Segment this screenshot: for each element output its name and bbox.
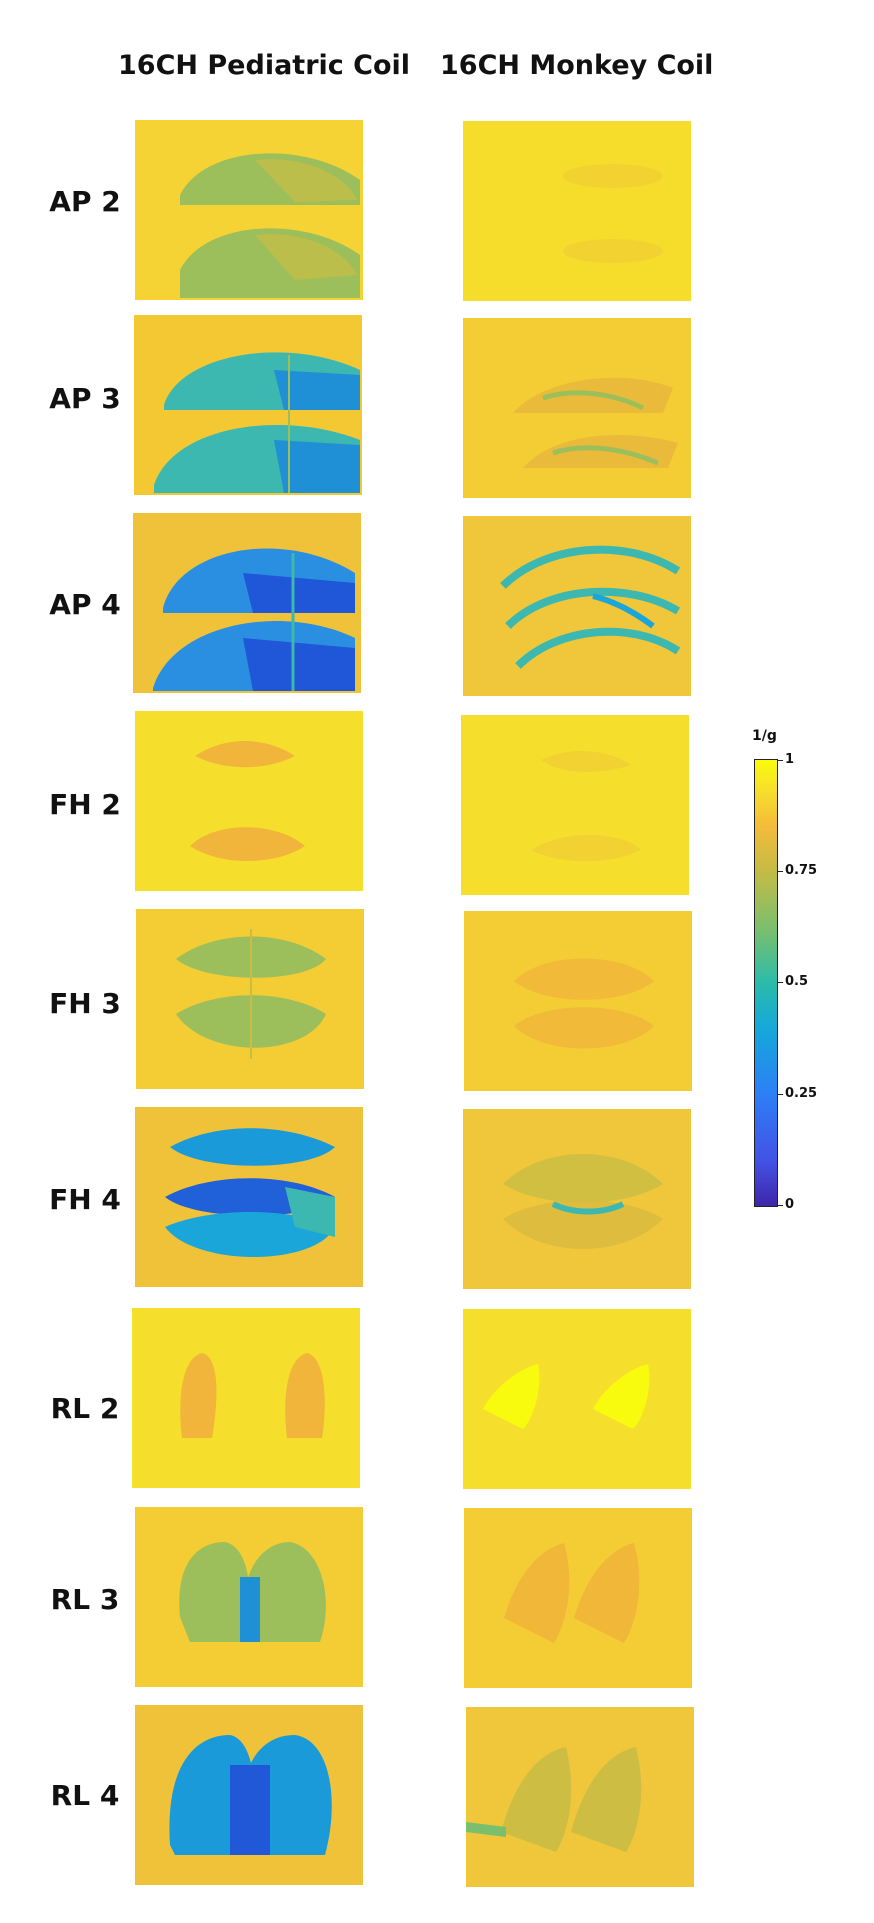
- row-label-ap4: AP 4: [49, 588, 121, 621]
- row-label-fh3: FH 3: [49, 987, 121, 1020]
- colorbar-label-025: 0.25: [785, 1086, 818, 1101]
- colorbar-tick: [777, 760, 783, 761]
- colorbar-label-075: 0.75: [785, 863, 818, 878]
- row-label-rl3: RL 3: [50, 1583, 120, 1616]
- column-title-monkey: 16CH Monkey Coil: [440, 50, 714, 81]
- gmap-pediatric-rl2: [132, 1308, 360, 1488]
- gmap-monkey-rl2: [463, 1309, 691, 1489]
- colorbar-title: 1/g: [752, 728, 777, 744]
- colorbar-tick: [777, 982, 783, 983]
- row-label-rl2: RL 2: [50, 1392, 120, 1425]
- gmap-pediatric-ap3: [134, 315, 362, 495]
- gmap-monkey-ap3: [463, 318, 691, 498]
- gmap-pediatric-ap2: [135, 120, 363, 300]
- gmap-pediatric-ap4: [133, 513, 361, 693]
- gmap-pediatric-rl3: [135, 1507, 363, 1687]
- colorbar: [754, 759, 778, 1207]
- colorbar-label-0: 0: [785, 1197, 795, 1212]
- gmap-monkey-fh2: [461, 715, 689, 895]
- colorbar-tick: [777, 1205, 783, 1206]
- gmap-pediatric-fh2: [135, 711, 363, 891]
- gmap-monkey-fh3: [464, 911, 692, 1091]
- gmap-monkey-ap4: [463, 516, 691, 696]
- column-title-pediatric: 16CH Pediatric Coil: [118, 50, 411, 81]
- gmap-pediatric-fh4: [135, 1107, 363, 1287]
- colorbar-label-05: 0.5: [785, 974, 809, 989]
- row-label-ap3: AP 3: [49, 382, 121, 415]
- colorbar-label-1: 1: [785, 752, 795, 767]
- gmap-monkey-ap2: [463, 121, 691, 301]
- gmap-monkey-rl3: [464, 1508, 692, 1688]
- gmap-pediatric-fh3: [136, 909, 364, 1089]
- colorbar-tick: [777, 1094, 783, 1095]
- row-label-ap2: AP 2: [49, 185, 121, 218]
- row-label-rl4: RL 4: [50, 1779, 120, 1812]
- gmap-monkey-fh4: [463, 1109, 691, 1289]
- gmap-pediatric-rl4: [135, 1705, 363, 1885]
- row-label-fh4: FH 4: [49, 1183, 121, 1216]
- colorbar-tick: [777, 871, 783, 872]
- row-label-fh2: FH 2: [49, 788, 121, 821]
- gmap-monkey-rl4: [466, 1707, 694, 1887]
